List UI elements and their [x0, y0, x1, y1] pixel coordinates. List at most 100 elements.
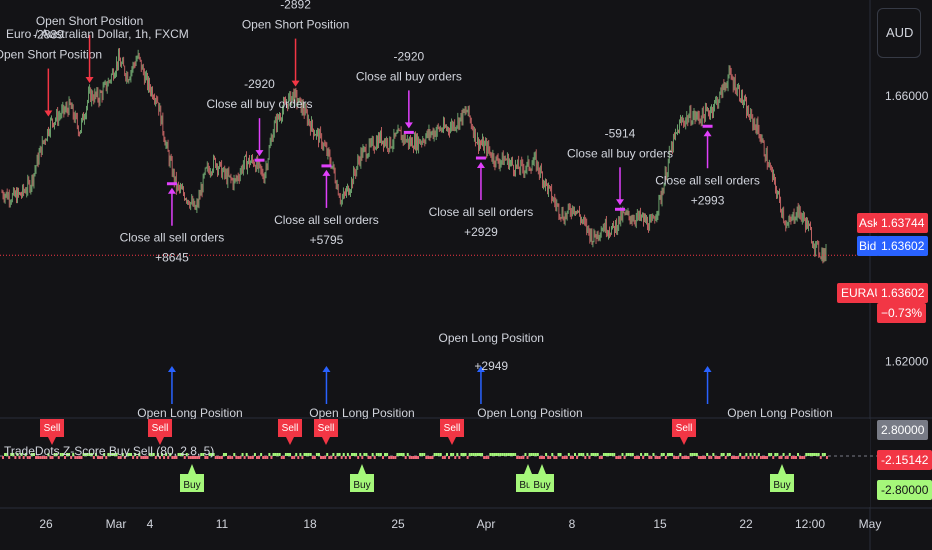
zscore-bar [101, 456, 104, 459]
zscore-bar [741, 456, 744, 459]
zscore-bar [520, 456, 523, 459]
zscore-bar [239, 456, 242, 459]
zscore-bar [247, 456, 250, 459]
zscore-bar [817, 453, 820, 456]
zscore-bar [621, 453, 624, 456]
zscore-upper: 2.80000 [877, 420, 929, 440]
zscore-bar [631, 453, 634, 456]
zscore-bar [582, 453, 585, 456]
zscore-bar [381, 456, 384, 459]
zscore-bar [20, 453, 23, 456]
sell-signal-label: Sell [318, 423, 335, 434]
annotation-label: Close all sell orders [429, 205, 534, 219]
zscore-bar [390, 456, 393, 459]
zscore-bar [163, 456, 166, 459]
zscore-bar [70, 456, 73, 459]
zscore-value: -2.15142 [877, 450, 932, 470]
currency-button[interactable]: AUD [877, 8, 921, 58]
sell-signal-label: Sell [444, 423, 461, 434]
zscore-bar [761, 456, 764, 459]
zscore-bar [270, 456, 273, 459]
zscore-bar [373, 456, 376, 459]
bid-price: 1.63602 [877, 236, 929, 256]
x-tick-label: 22 [739, 517, 753, 531]
zscore-bar [671, 453, 674, 456]
zscore-bar [22, 456, 25, 459]
sell-signal-label: Sell [282, 423, 299, 434]
x-tick-label: Apr [477, 517, 496, 531]
zscore-bar [813, 453, 816, 456]
sell-signal-label: Sell [44, 423, 61, 434]
zscore-bar [658, 456, 661, 459]
zscore-bar [78, 456, 81, 459]
zscore-bar [751, 456, 754, 459]
zscore-bar [458, 456, 461, 459]
annotation-label: Close all buy orders [356, 69, 462, 83]
zscore-bar [196, 456, 199, 459]
zscore-bar [284, 453, 287, 456]
zscore-bar [547, 456, 550, 459]
zscore-bar [72, 453, 75, 456]
zscore-bar [344, 456, 347, 459]
zscore-bar [204, 456, 207, 459]
zscore-bar [173, 456, 176, 459]
zscore-bar [237, 456, 240, 459]
zscore-bar [596, 453, 599, 456]
zscore-bar [633, 456, 636, 459]
zscore-bar [111, 453, 114, 456]
zscore-bar [485, 456, 488, 459]
zscore-bar [303, 453, 306, 456]
zscore-bar [437, 453, 440, 456]
zscore-bar [167, 456, 170, 459]
zscore-bar [714, 456, 717, 459]
zscore-bar [123, 456, 126, 459]
zscore-bar [677, 456, 680, 459]
annotation-label: Close all sell orders [274, 213, 379, 227]
zscore-bar [105, 456, 108, 459]
zscore-bar [699, 456, 702, 459]
zscore-bar [600, 456, 603, 459]
zscore-bar [623, 456, 626, 459]
zscore-bar [398, 453, 401, 456]
zscore-bar [86, 453, 89, 456]
annotation-value: -2889 [33, 28, 64, 42]
zscore-bar [770, 453, 773, 456]
zscore-bar [251, 456, 254, 459]
zscore-bar [394, 456, 397, 459]
zscore-bar [452, 453, 455, 456]
zscore-bar [260, 453, 263, 456]
zscore-bar [788, 453, 791, 456]
zscore-bar [782, 453, 785, 456]
zscore-bar [468, 453, 471, 456]
zscore-bar [305, 453, 308, 456]
zscore-bar [553, 456, 556, 459]
zscore-bar [322, 456, 325, 459]
zscore-bar [317, 453, 320, 456]
sell-signal [148, 419, 172, 445]
zscore-bar [476, 453, 479, 456]
x-tick-label: 11 [216, 517, 229, 531]
zscore-bar [768, 453, 771, 456]
zscore-bar [225, 453, 228, 456]
zscore-bar [629, 453, 632, 456]
zscore-bar [728, 453, 731, 456]
zscore-bar [161, 453, 164, 456]
zscore-bar [501, 453, 504, 456]
long-label: Open Long Position [137, 406, 242, 420]
zscore-bar [730, 456, 733, 459]
zscore-bar [348, 456, 351, 459]
zscore-bar [142, 456, 145, 459]
zscore-bar [361, 456, 364, 459]
zscore-bar [127, 453, 130, 456]
zscore-bar [491, 453, 494, 456]
long-arrow-head [322, 366, 331, 372]
zscore-bar [602, 453, 605, 456]
closesell-arrow-head [322, 169, 331, 176]
zscore-bar [82, 453, 85, 456]
zscore-bar [185, 453, 188, 456]
zscore-bar [578, 453, 581, 456]
zscore-bar [35, 456, 38, 459]
zscore-bar [63, 456, 66, 459]
zscore-bar [103, 453, 106, 456]
